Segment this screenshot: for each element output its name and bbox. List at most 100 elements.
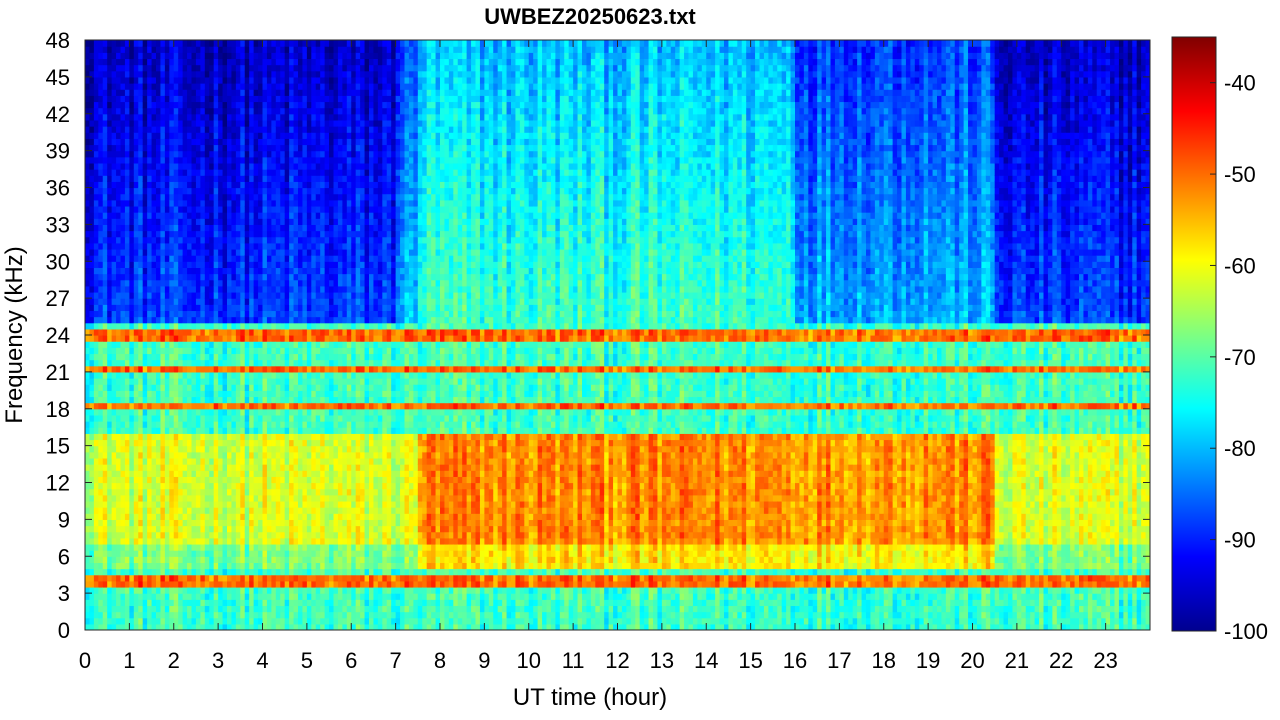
heatmap-cell xyxy=(235,261,241,268)
heatmap-cell xyxy=(275,119,281,127)
heatmap-cell xyxy=(200,169,206,176)
heatmap-cell xyxy=(253,248,259,256)
heatmap-cell xyxy=(124,390,130,398)
heatmap-cell xyxy=(213,119,219,127)
heatmap-cell xyxy=(204,402,210,410)
heatmap-cell xyxy=(182,70,188,78)
heatmap-cell xyxy=(218,193,224,201)
heatmap-cell xyxy=(280,70,286,78)
heatmap-cell xyxy=(213,513,219,520)
heatmap-cell xyxy=(222,322,228,330)
heatmap-cell xyxy=(147,470,153,477)
heatmap-cell xyxy=(147,390,153,398)
heatmap-cell xyxy=(222,107,228,115)
heatmap-cell xyxy=(218,132,224,139)
heatmap-cell xyxy=(178,175,184,182)
heatmap-cell xyxy=(253,605,259,613)
heatmap-cell xyxy=(249,341,255,348)
heatmap-cell xyxy=(231,568,237,576)
heatmap-cell xyxy=(187,494,193,502)
heatmap-cell xyxy=(173,193,179,201)
heatmap-cell xyxy=(271,95,277,103)
heatmap-cell xyxy=(182,390,188,398)
heatmap-cell xyxy=(195,494,201,502)
heatmap-cell xyxy=(271,119,277,127)
heatmap-cell xyxy=(164,611,170,619)
heatmap-cell xyxy=(120,181,126,189)
heatmap-cell xyxy=(102,445,108,453)
heatmap-cell xyxy=(124,224,130,232)
heatmap-cell xyxy=(266,236,272,244)
heatmap-cell xyxy=(306,421,312,428)
heatmap-cell xyxy=(280,310,286,318)
heatmap-cell xyxy=(222,138,228,146)
heatmap-cell xyxy=(311,365,317,373)
heatmap-cell xyxy=(275,273,281,281)
heatmap-cell xyxy=(156,378,162,385)
heatmap-cell xyxy=(262,513,268,520)
heatmap-cell xyxy=(133,138,139,146)
heatmap-cell xyxy=(156,439,162,447)
heatmap-cell xyxy=(138,224,144,232)
heatmap-cell xyxy=(262,556,268,563)
heatmap-cell xyxy=(111,365,117,373)
heatmap-cell xyxy=(156,273,162,281)
heatmap-cell xyxy=(124,396,130,404)
heatmap-cell xyxy=(93,556,99,563)
heatmap-cell xyxy=(213,132,219,139)
heatmap-cell xyxy=(116,255,122,262)
heatmap-cell xyxy=(120,359,126,367)
heatmap-cell xyxy=(235,421,241,428)
heatmap-cell xyxy=(200,101,206,109)
heatmap-cell xyxy=(191,408,197,416)
heatmap-cell xyxy=(89,193,95,201)
heatmap-cell xyxy=(231,531,237,539)
heatmap-cell xyxy=(289,482,295,490)
heatmap-cell xyxy=(275,89,281,96)
heatmap-cell xyxy=(306,224,312,232)
heatmap-cell xyxy=(107,101,113,109)
heatmap-cell xyxy=(306,230,312,238)
heatmap-cell xyxy=(116,322,122,330)
heatmap-cell xyxy=(293,119,299,127)
heatmap-cell xyxy=(93,70,99,78)
heatmap-cell xyxy=(262,230,268,238)
heatmap-cell xyxy=(116,187,122,195)
heatmap-cell xyxy=(187,611,193,619)
heatmap-cell xyxy=(266,304,272,312)
heatmap-cell xyxy=(182,568,188,576)
heatmap-cell xyxy=(151,543,157,551)
heatmap-cell xyxy=(160,255,166,262)
heatmap-cell xyxy=(138,144,144,152)
heatmap-cell xyxy=(93,83,99,90)
heatmap-cell xyxy=(187,507,193,514)
heatmap-cell xyxy=(85,599,91,607)
heatmap-cell xyxy=(262,285,268,293)
heatmap-cell xyxy=(293,507,299,514)
heatmap-cell xyxy=(266,64,272,72)
heatmap-cell xyxy=(209,138,215,146)
heatmap-cell xyxy=(187,445,193,453)
heatmap-cell xyxy=(293,83,299,90)
heatmap-cell xyxy=(133,285,139,293)
heatmap-cell xyxy=(298,113,304,121)
heatmap-cell xyxy=(116,353,122,361)
heatmap-cell xyxy=(258,83,264,90)
heatmap-cell xyxy=(240,298,246,305)
heatmap-cell xyxy=(133,193,139,201)
heatmap-cell xyxy=(156,46,162,53)
heatmap-cell xyxy=(93,568,99,576)
heatmap-cell xyxy=(85,421,91,428)
heatmap-cell xyxy=(85,304,91,312)
heatmap-cell xyxy=(120,248,126,256)
heatmap-cell xyxy=(284,341,290,348)
heatmap-cell xyxy=(195,205,201,213)
heatmap-cell xyxy=(240,273,246,281)
heatmap-cell xyxy=(213,322,219,330)
heatmap-cell xyxy=(302,218,308,225)
heatmap-cell xyxy=(275,316,281,324)
heatmap-cell xyxy=(138,162,144,170)
heatmap-cell xyxy=(187,193,193,201)
heatmap-cell xyxy=(138,574,144,582)
heatmap-cell xyxy=(311,169,317,176)
